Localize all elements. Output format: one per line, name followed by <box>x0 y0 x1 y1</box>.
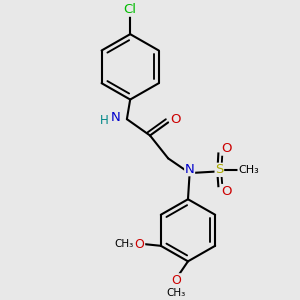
Text: N: N <box>185 163 194 176</box>
Text: H: H <box>100 114 109 127</box>
Text: O: O <box>221 142 232 155</box>
Text: Cl: Cl <box>124 3 137 16</box>
Text: O: O <box>170 113 181 126</box>
Text: CH₃: CH₃ <box>166 288 185 298</box>
Text: N: N <box>110 111 120 124</box>
Text: CH₃: CH₃ <box>114 238 134 248</box>
Text: O: O <box>221 184 232 198</box>
Text: CH₃: CH₃ <box>238 165 259 175</box>
Text: S: S <box>215 163 224 176</box>
Text: O: O <box>135 238 145 251</box>
Text: O: O <box>171 274 181 287</box>
